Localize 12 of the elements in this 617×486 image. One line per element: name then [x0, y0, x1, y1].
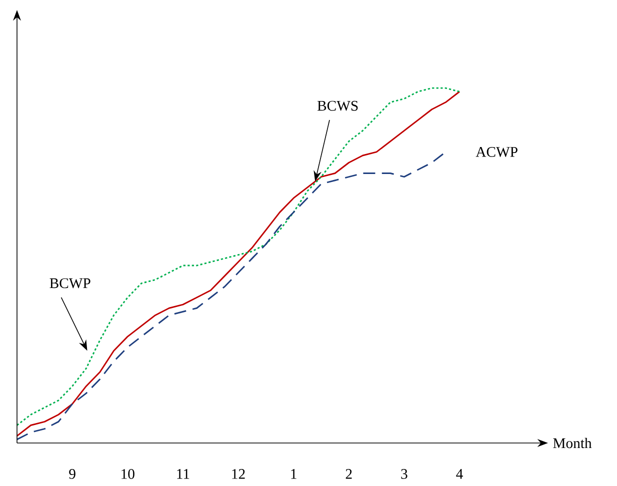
x-tick-label: 12: [232, 469, 245, 479]
x-tick-label: 3: [401, 469, 408, 479]
text: BCWS: [317, 100, 358, 111]
x-tick-label: 10: [122, 469, 134, 479]
x-tick-label: 4: [456, 469, 463, 479]
text: ACWP: [476, 147, 518, 157]
x-tick-label: 2: [346, 469, 352, 479]
x-tick-label: 1: [291, 469, 296, 479]
text: Month: [553, 438, 592, 448]
x-tick-label: 11: [177, 469, 190, 479]
text: BCWP: [50, 278, 90, 288]
x-tick-label: 9: [69, 469, 76, 479]
